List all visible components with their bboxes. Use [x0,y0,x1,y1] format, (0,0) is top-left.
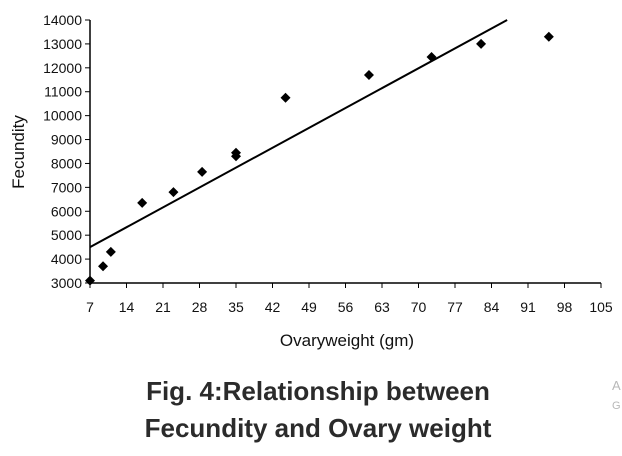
data-point [280,92,291,103]
y-tick-label: 11000 [44,84,82,100]
data-point [105,246,116,257]
y-tick-label: 10000 [43,108,82,124]
x-tick-label: 21 [155,299,171,315]
side-text-fragment: G [612,400,621,412]
data-point [476,38,487,49]
data-point [197,166,208,177]
y-tick-label: 7000 [51,179,82,195]
chart-area [0,0,622,352]
trendline [89,19,508,249]
data-point [168,187,179,198]
data-point [231,147,241,158]
x-tick-label: 70 [411,299,427,315]
x-tick-label: 63 [374,299,390,315]
y-tick-label: 8000 [51,155,82,171]
y-tick-label: 3000 [51,275,82,291]
x-tick-label: 98 [557,299,573,315]
figure-caption-line-1: Fig. 4:Relationship between [146,376,490,406]
data-point [426,52,437,63]
y-tick-label: 6000 [51,203,82,219]
x-tick-label: 77 [447,299,463,315]
x-tick-label: 35 [228,299,244,315]
x-tick-label: 7 [86,299,94,315]
y-tick-label: 14000 [43,12,82,28]
x-tick-label: 91 [520,299,536,315]
x-tick-label: 14 [119,299,135,315]
y-tick-label: 4000 [51,251,82,267]
x-tick-label: 49 [301,299,317,315]
x-tick-label: 105 [589,299,613,315]
y-tick-label: 12000 [43,60,82,76]
x-tick-label: 28 [192,299,208,315]
y-axis-title: Fecundity [9,115,28,189]
y-tick-label: 9000 [51,132,82,148]
x-tick-label: 84 [484,299,500,315]
data-point [363,69,374,80]
figure-caption-line-2: Fecundity and Ovary weight [144,413,492,443]
x-tick-label: 42 [265,299,281,315]
axes-layer: 3000 4000 5000 6000 7000 8000 9000 10000 11000 12… [43,12,613,315]
y-tick-label: 5000 [51,227,82,243]
data-point [98,261,109,272]
data-point [543,31,554,42]
data-point [137,197,148,208]
x-axis-title: Ovaryweight (gm) [280,331,414,350]
side-text-fragment: A [612,378,621,393]
y-tick-label: 13000 [43,36,82,52]
x-tick-label: 56 [338,299,354,315]
